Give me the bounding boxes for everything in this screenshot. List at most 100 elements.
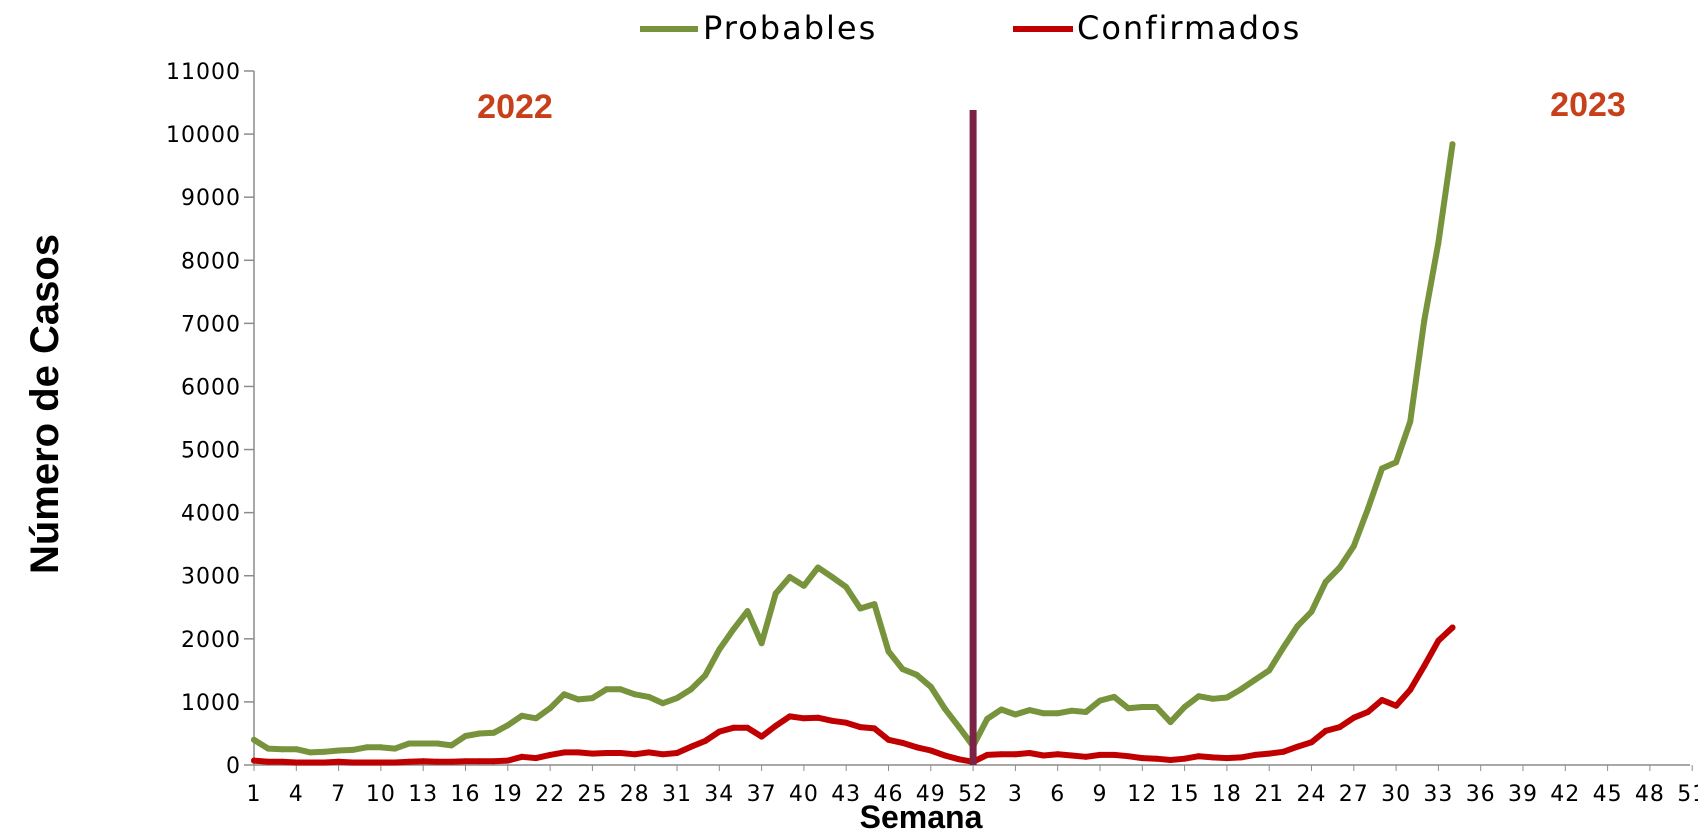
x-tick-label: 18 (1212, 782, 1242, 807)
data-point-confirmados (1167, 757, 1174, 763)
data-point-probables (829, 574, 836, 580)
data-point-probables (251, 736, 257, 743)
data-point-confirmados (885, 736, 892, 743)
data-point-confirmados (1393, 702, 1400, 709)
data-point-confirmados (716, 728, 723, 735)
data-point-confirmados (1026, 750, 1033, 756)
data-point-probables (363, 744, 370, 751)
data-point-confirmados (1209, 754, 1216, 761)
data-point-probables (871, 601, 878, 608)
x-tick-label: 46 (874, 782, 904, 807)
data-point-confirmados (899, 739, 906, 746)
data-point-probables (659, 700, 666, 707)
data-point-probables (617, 686, 624, 693)
data-point-confirmados (730, 724, 737, 731)
data-point-probables (1280, 644, 1287, 651)
data-point-probables (984, 715, 991, 722)
data-point-confirmados (786, 713, 793, 720)
data-point-confirmados (377, 759, 384, 766)
data-point-probables (1040, 710, 1047, 717)
data-point-confirmados (1139, 755, 1146, 762)
data-point-probables (1153, 704, 1160, 710)
data-point-confirmados (1294, 743, 1301, 750)
data-point-probables (702, 672, 709, 679)
data-point-probables (575, 696, 582, 703)
data-point-confirmados (293, 759, 300, 766)
data-point-probables (265, 745, 272, 752)
data-point-probables (1393, 459, 1400, 466)
data-point-probables (645, 693, 652, 700)
data-point-probables (843, 584, 850, 591)
data-point-probables (377, 744, 384, 751)
data-point-probables (674, 695, 680, 702)
data-point-confirmados (1082, 753, 1089, 760)
y-tick-label: 10000 (166, 123, 241, 148)
data-point-probables (504, 722, 511, 729)
data-point-probables (279, 746, 286, 753)
x-tick-label: 24 (1297, 782, 1327, 807)
x-tick-label: 1 (247, 782, 262, 807)
data-point-probables (392, 745, 398, 752)
data-point-probables (899, 666, 906, 673)
data-point-probables (1421, 317, 1428, 324)
data-point-confirmados (956, 756, 962, 763)
data-point-probables (434, 740, 441, 747)
x-tick-label: 22 (535, 782, 565, 807)
data-point-probables (1209, 695, 1216, 702)
data-point-probables (603, 686, 610, 693)
legend: Probables Confirmados (640, 9, 1299, 47)
data-point-probables (476, 730, 483, 737)
data-point-probables (786, 574, 793, 580)
data-point-probables (1181, 704, 1188, 710)
y-tick-label: 3000 (181, 565, 241, 590)
data-point-probables (1139, 704, 1146, 710)
data-point-probables (1252, 676, 1259, 683)
year-label-2022: 2022 (477, 88, 553, 126)
data-point-probables (420, 740, 427, 747)
x-tick-label: 3 (1008, 782, 1023, 807)
x-tick-label: 40 (789, 782, 819, 807)
data-point-confirmados (1238, 754, 1244, 761)
data-point-confirmados (1097, 751, 1103, 758)
data-point-probables (1322, 579, 1329, 585)
data-point-probables (490, 729, 497, 736)
data-point-confirmados (561, 749, 568, 756)
data-point-confirmados (744, 724, 751, 731)
x-tick-label: 36 (1466, 782, 1496, 807)
data-point-probables (1379, 465, 1385, 472)
data-point-probables (589, 695, 596, 702)
x-tick-label: 6 (1050, 782, 1065, 807)
data-point-confirmados (1407, 686, 1414, 693)
y-tick-label: 6000 (181, 375, 241, 400)
data-point-probables (631, 691, 638, 698)
data-point-probables (1026, 707, 1033, 714)
data-point-confirmados (1125, 753, 1132, 760)
data-point-confirmados (1266, 750, 1273, 757)
data-point-confirmados (617, 750, 624, 756)
data-point-confirmados (1322, 727, 1329, 734)
x-tick-label: 28 (620, 782, 650, 807)
y-tick-label: 1000 (181, 691, 241, 716)
legend-item-probables: Probables (640, 9, 877, 47)
data-point-probables (758, 640, 765, 647)
legend-label-probables: Probables (703, 9, 877, 47)
data-point-confirmados (1195, 753, 1202, 760)
data-point-confirmados (1308, 739, 1315, 746)
x-tick-label: 39 (1508, 782, 1538, 807)
data-point-probables (1364, 505, 1371, 512)
x-tick-label: 45 (1593, 782, 1623, 807)
data-point-confirmados (1252, 751, 1259, 758)
data-point-confirmados (659, 751, 666, 758)
data-point-confirmados (829, 717, 836, 724)
data-point-probables (1266, 667, 1273, 674)
data-point-probables (1097, 697, 1103, 704)
x-tick-label: 21 (1254, 782, 1284, 807)
y-tick-label: 2000 (181, 628, 241, 653)
x-tick-label: 37 (747, 782, 777, 807)
data-point-confirmados (913, 744, 920, 751)
data-point-probables (335, 747, 342, 754)
x-axis-title: Semana (860, 799, 983, 834)
data-point-probables (1082, 709, 1089, 715)
data-point-probables (1223, 694, 1230, 701)
